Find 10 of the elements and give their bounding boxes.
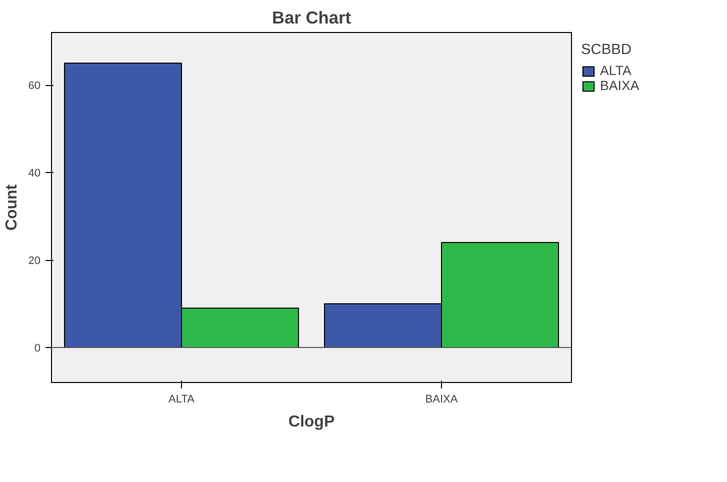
y-axis-title: Count: [3, 184, 20, 231]
legend-label: ALTA: [600, 63, 632, 78]
y-tick-label: 20: [28, 255, 41, 267]
y-tick-label: 0: [34, 342, 41, 354]
y-tick-label: 60: [28, 80, 41, 92]
chart-title: Bar Chart: [272, 8, 352, 28]
x-axis-title: ClogP: [288, 414, 335, 430]
y-tick-label: 40: [28, 168, 41, 180]
legend-title: SCBBD: [581, 42, 632, 58]
legend-label: BAIXA: [600, 78, 640, 93]
